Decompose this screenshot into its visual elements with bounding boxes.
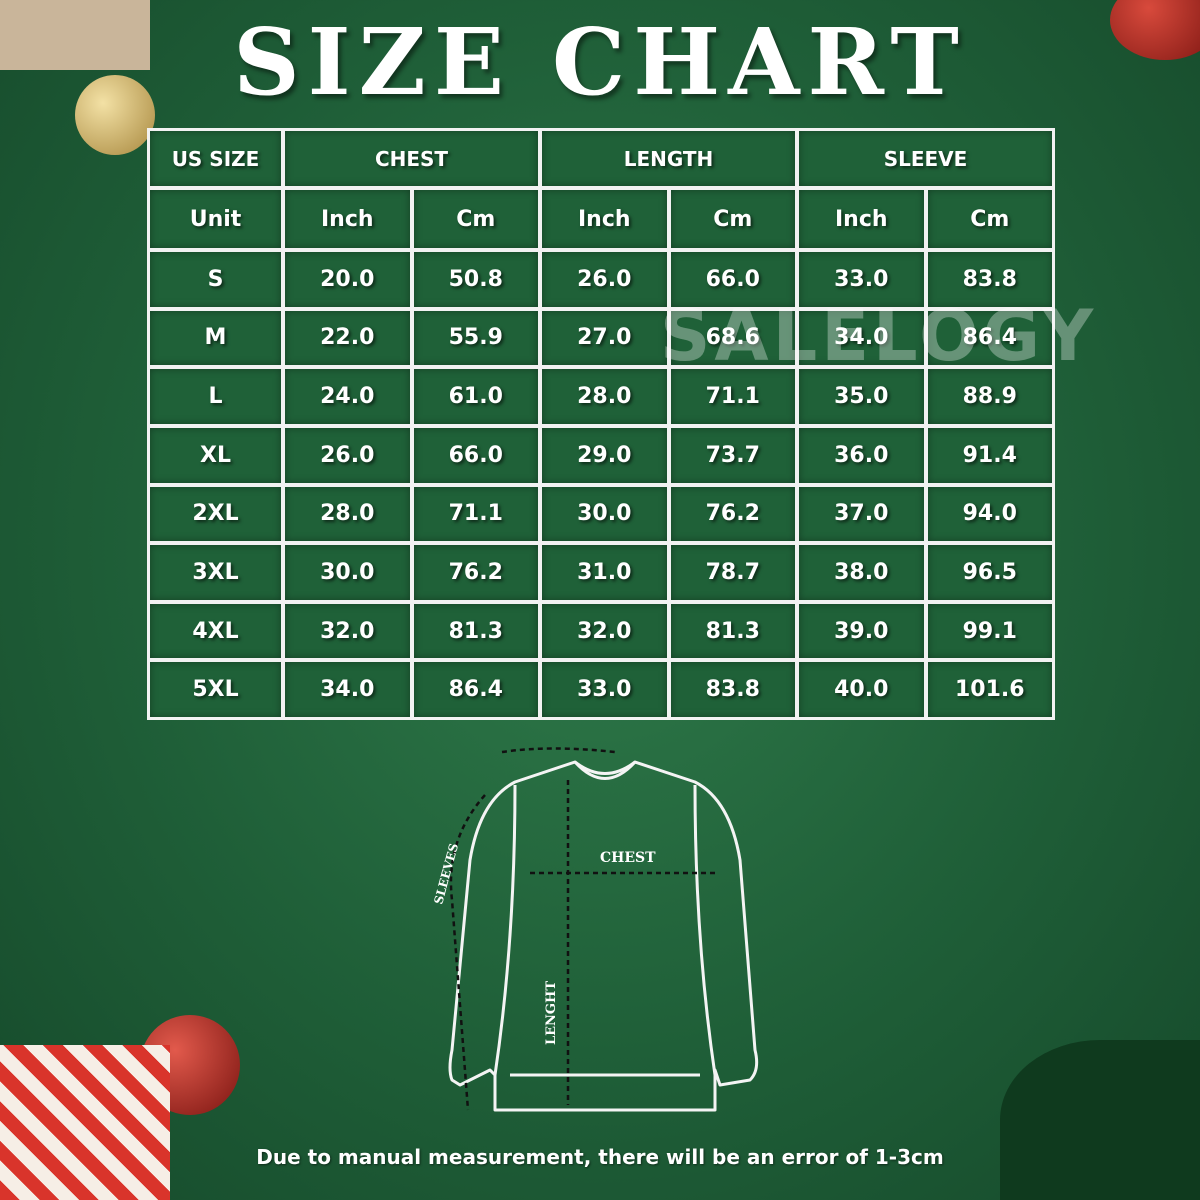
table-cell: 50.8 [413, 252, 538, 307]
table-cell: 33.0 [799, 252, 924, 307]
table-cell: 24.0 [285, 369, 410, 424]
page-title: SIZE CHART [233, 8, 967, 116]
ornament-gold [75, 75, 155, 155]
table-cell: 32.0 [542, 603, 667, 659]
size-label: 5XL [150, 662, 281, 717]
table-cell: 34.0 [285, 662, 410, 717]
table-cell: 22.0 [285, 310, 410, 366]
chest-label: CHEST [600, 850, 656, 866]
sweater-diagram: CHEST LENGHT SLEEVES [431, 747, 759, 1112]
size-label: 3XL [150, 545, 281, 600]
gift-box [0, 1045, 170, 1200]
group-header-us-size: US SIZE [150, 131, 281, 186]
table-cell: 39.0 [799, 603, 924, 659]
table-cell: 91.4 [927, 427, 1052, 483]
size-label: S [150, 252, 281, 307]
table-cell: 83.8 [927, 252, 1052, 307]
table-cell: 27.0 [542, 310, 667, 366]
table-cell: 86.4 [927, 310, 1052, 366]
unit-header: Cm [927, 190, 1052, 248]
pine-branch [1000, 1040, 1200, 1200]
table-cell: 29.0 [542, 427, 667, 483]
table-cell: 66.0 [670, 252, 795, 307]
table-cell: 68.6 [670, 310, 795, 366]
sleeves-label: SLEEVES [431, 842, 461, 906]
table-cell: 33.0 [542, 662, 667, 717]
table-cell: 34.0 [799, 310, 924, 366]
unit-header: Inch [285, 190, 410, 248]
table-cell: 55.9 [413, 310, 538, 366]
unit-header: Cm [670, 190, 795, 248]
table-cell: 99.1 [927, 603, 1052, 659]
table-cell: 88.9 [927, 369, 1052, 424]
table-cell: 20.0 [285, 252, 410, 307]
table-cell: 71.1 [670, 369, 795, 424]
group-header-chest: CHEST [285, 131, 538, 186]
table-cell: 61.0 [413, 369, 538, 424]
table-cell: 78.7 [670, 545, 795, 600]
group-header-sleeve: SLEEVE [799, 131, 1052, 186]
unit-header: Unit [150, 190, 281, 248]
sweater-outline [448, 760, 759, 1112]
table-cell: 83.8 [670, 662, 795, 717]
table-cell: 76.2 [670, 486, 795, 542]
group-header-length: LENGTH [542, 131, 795, 186]
table-cell: 31.0 [542, 545, 667, 600]
unit-header: Cm [413, 190, 538, 248]
unit-header: Inch [542, 190, 667, 248]
table-cell: 28.0 [285, 486, 410, 542]
table-cell: 96.5 [927, 545, 1052, 600]
table-cell: 81.3 [413, 603, 538, 659]
table-cell: 40.0 [799, 662, 924, 717]
table-cell: 101.6 [927, 662, 1052, 717]
size-label: M [150, 310, 281, 366]
table-cell: 94.0 [927, 486, 1052, 542]
size-label: L [150, 369, 281, 424]
size-label: 2XL [150, 486, 281, 542]
table-cell: 73.7 [670, 427, 795, 483]
table-cell: 30.0 [285, 545, 410, 600]
table-cell: 26.0 [285, 427, 410, 483]
table-cell: 76.2 [413, 545, 538, 600]
gift-box-top [0, 0, 150, 70]
table-cell: 71.1 [413, 486, 538, 542]
table-cell: 86.4 [413, 662, 538, 717]
table-cell: 35.0 [799, 369, 924, 424]
table-cell: 81.3 [670, 603, 795, 659]
table-cell: 66.0 [413, 427, 538, 483]
table-cell: 30.0 [542, 486, 667, 542]
size-table: US SIZE CHEST LENGTH SLEEVE Unit Inch Cm Inch Cm… [147, 128, 1055, 720]
sleeve-measure-line [449, 794, 486, 1111]
unit-header: Inch [799, 190, 924, 248]
size-label: XL [150, 427, 281, 483]
table-cell: 26.0 [542, 252, 667, 307]
table-cell: 32.0 [285, 603, 410, 659]
length-label: LENGHT [544, 981, 559, 1045]
table-cell: 37.0 [799, 486, 924, 542]
table-cell: 38.0 [799, 545, 924, 600]
table-cell: 36.0 [799, 427, 924, 483]
measurement-note: Due to manual measurement, there will be… [256, 1145, 944, 1169]
table-cell: 28.0 [542, 369, 667, 424]
size-label: 4XL [150, 603, 281, 659]
